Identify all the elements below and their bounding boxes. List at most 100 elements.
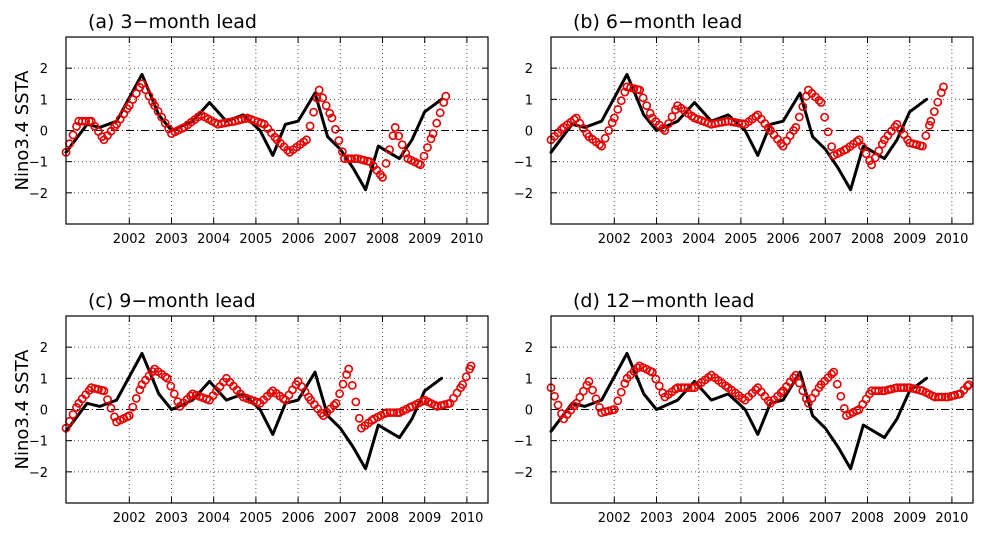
panel-a-forecast-point-80 xyxy=(321,101,331,110)
panel-a-xtick-label-0: 2002 xyxy=(113,232,146,247)
panel-c-forecast-point-127 xyxy=(466,361,476,371)
panel-d-forecast-point-77 xyxy=(794,378,804,388)
panel-d-forecast-point-122 xyxy=(937,392,947,402)
panel-a-forecast-point-101 xyxy=(388,131,398,141)
panel-d-forecast-point-22 xyxy=(616,387,626,397)
panel-c-xtick-label-3: 2005 xyxy=(239,511,272,526)
panel-a-forecast-point-103 xyxy=(394,131,404,141)
panel-d-forecast-point-34 xyxy=(654,381,664,391)
panel-a-ytick-label-0: 2 xyxy=(40,62,48,77)
panel-b-ytick-label-3: −1 xyxy=(514,156,533,171)
panel-b-xtick-label-5: 2007 xyxy=(809,232,842,247)
panel-d-forecast-point-1 xyxy=(550,391,559,401)
panel-d-forecast-point-33 xyxy=(651,374,661,384)
panel-c-forecast-point-34 xyxy=(169,389,179,399)
panel-a-xtick-label-3: 2005 xyxy=(239,232,272,247)
panel-a-xtick-label-2: 2004 xyxy=(197,232,230,247)
panel-a-title: (a) 3−month lead xyxy=(88,11,257,33)
panel-c-forecast-point-12 xyxy=(99,386,109,396)
panel-b-forecast-point-96 xyxy=(854,135,864,145)
panel-b-xtick-label-3: 2005 xyxy=(724,232,757,247)
panel-b-ytick-label-1: 1 xyxy=(525,93,533,108)
panel-c-forecast-point-88 xyxy=(344,364,354,374)
panel-b-forecast-point-84 xyxy=(816,98,826,107)
panel-d-forecast-point-114 xyxy=(912,384,922,394)
panel-d-forecast-point-76 xyxy=(791,370,801,380)
panel-b-forecast-point-118 xyxy=(925,120,934,130)
panel-a-forecast-point-75 xyxy=(305,121,315,131)
panel-a-forecast-point-98 xyxy=(378,172,387,182)
panel-c-forecast-point-20 xyxy=(124,411,134,421)
panel-c-forecast-point-86 xyxy=(338,379,348,389)
panel-b-title: (b) 6−month lead xyxy=(573,11,742,33)
panel-a-forecast-point-77 xyxy=(312,93,322,103)
panel-c-ytick-label-4: −2 xyxy=(29,466,48,481)
panel-b-forecast-point-101 xyxy=(870,153,880,163)
panel-b-forecast-point-102 xyxy=(874,146,884,156)
panel-a-forecast-point-2 xyxy=(68,130,78,140)
panel-c-ytick-label-0: 2 xyxy=(40,341,48,356)
panel-c-forecast-point-125 xyxy=(461,372,471,382)
panel-c-forecast-point-22 xyxy=(131,393,141,403)
panel-d-forecast-point-23 xyxy=(620,379,630,388)
panel-c-forecast-point-124 xyxy=(458,380,468,389)
panel-d-xtick-label-1: 2003 xyxy=(640,511,673,526)
panel-d-xtick-label-7: 2009 xyxy=(893,511,926,526)
panel-c-forecast-point-23 xyxy=(135,385,145,395)
panel-b-ytick-label-2: 0 xyxy=(525,125,533,140)
panel-d-forecast-point-27 xyxy=(633,363,642,373)
panel-a-series-observed-line xyxy=(64,72,444,192)
panel-b-forecast-point-119 xyxy=(926,116,936,126)
panel-b-forecast-point-117 xyxy=(921,131,931,141)
panel-a-forecast-point-102 xyxy=(390,123,400,132)
panel-d-forecast-point-71 xyxy=(776,388,786,398)
panel-a-forecast-point-54 xyxy=(237,115,247,124)
panel-d-forecast-point-12 xyxy=(584,376,594,386)
panel-b-xtick-label-0: 2002 xyxy=(598,232,631,247)
panel-d-series-observed-line xyxy=(549,351,929,471)
panel-d-xtick-label-6: 2008 xyxy=(851,511,884,526)
panel-a-forecast-point-110 xyxy=(416,160,425,170)
panel-c-forecast-point-83 xyxy=(329,400,339,410)
panel-b-forecast-point-21 xyxy=(613,105,623,114)
panel-a-forecast-point-82 xyxy=(327,113,337,123)
panel-b-forecast-point-78 xyxy=(798,102,808,111)
panel-c-ytick-label-3: −1 xyxy=(29,435,48,450)
panel-d-xtick-label-2: 2004 xyxy=(682,511,715,526)
panel-b-forecast-point-87 xyxy=(827,142,836,151)
panel-d-xtick-label-3: 2005 xyxy=(724,511,757,526)
panel-a-forecast-point-84 xyxy=(334,136,344,145)
panel-b-forecast-point-31 xyxy=(645,108,655,118)
panel-b-forecast-point-97 xyxy=(858,142,867,152)
panel-a-forecast-point-88 xyxy=(347,154,356,163)
panel-c-ytick-label-2: 0 xyxy=(40,404,48,419)
panel-b-forecast-point-120 xyxy=(929,107,939,116)
panel-a-forecast-point-3 xyxy=(72,122,81,131)
panel-c-forecast-point-39 xyxy=(186,391,195,401)
panel-c-forecast-point-13 xyxy=(103,395,112,404)
panel-c-forecast-point-91 xyxy=(354,413,364,423)
panel-c-xtick-label-6: 2008 xyxy=(366,511,399,526)
panel-b-xtick-label-1: 2003 xyxy=(640,232,673,247)
panel-b-forecast-point-85 xyxy=(820,112,829,122)
panel-a-forecast-point-113 xyxy=(426,134,436,144)
panel-d-forecast-point-89 xyxy=(832,379,842,389)
panel-d-forecast-point-18 xyxy=(604,406,614,416)
panel-c-ylabel: Nino3.4 SSTA xyxy=(12,349,33,470)
panel-c-forecast-point-32 xyxy=(162,373,172,383)
panel-b-forecast-point-86 xyxy=(823,127,833,137)
panel-b-forecast-point-100 xyxy=(867,160,877,170)
panel-c-forecast-point-14 xyxy=(106,403,116,413)
panel-a-ytick-label-3: −1 xyxy=(29,156,48,171)
panel-b-forecast-point-36 xyxy=(660,126,670,135)
panel-c-forecast-point-118 xyxy=(439,400,449,410)
panel-a-forecast-point-112 xyxy=(423,143,432,152)
panel-c-forecast-point-102 xyxy=(389,408,399,417)
panel-c-xtick-label-1: 2003 xyxy=(155,511,188,526)
panel-d-forecast-point-15 xyxy=(595,402,604,412)
panel-b-ytick-label-4: −2 xyxy=(514,187,533,202)
panel-b-forecast-point-28 xyxy=(635,85,644,95)
panel-a-xtick-label-1: 2003 xyxy=(155,232,188,247)
